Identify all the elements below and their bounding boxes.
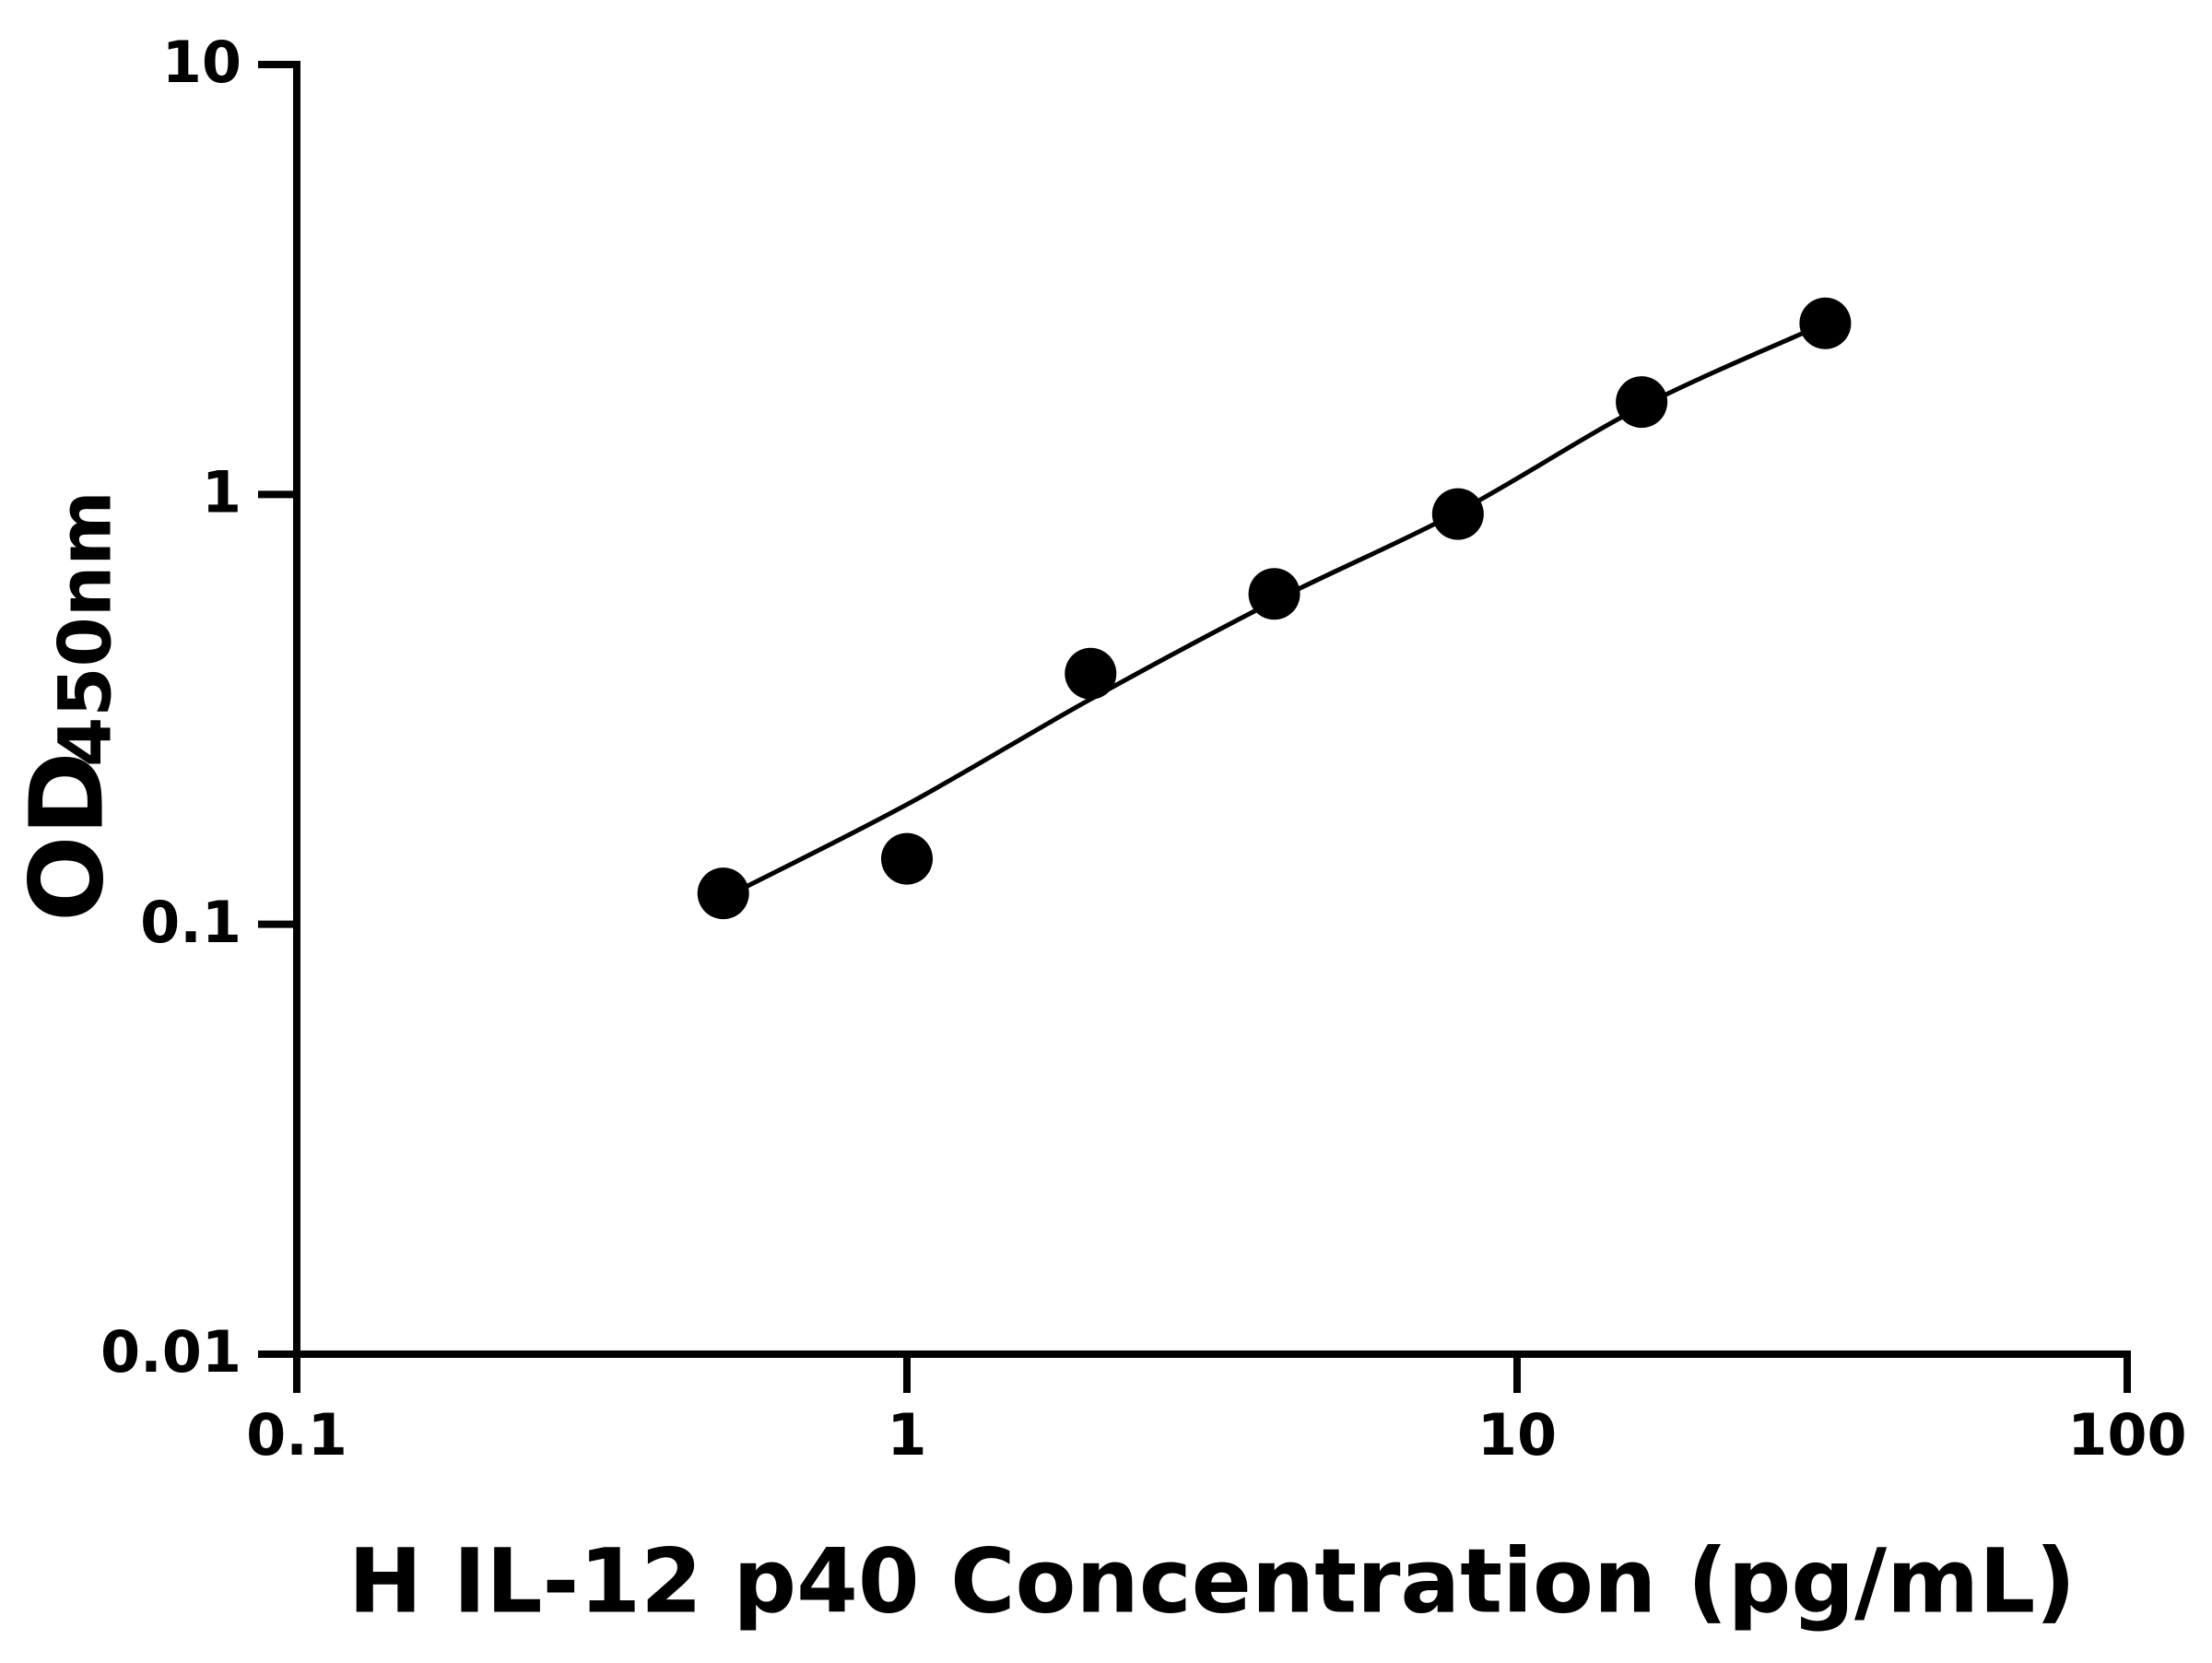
data-point	[1616, 376, 1668, 429]
x-tick-label: 10	[1477, 1401, 1557, 1468]
y-axis-title-subscript: 450nm	[44, 490, 127, 767]
x-tick-label: 0.1	[246, 1401, 347, 1468]
y-tick-label: 0.1	[140, 889, 241, 956]
y-tick-label: 0.01	[100, 1318, 241, 1386]
data-point	[881, 832, 933, 885]
x-tick-label: 100	[2067, 1401, 2186, 1468]
y-axis-title-group: OD 450nm	[7, 490, 127, 922]
x-axis-title: H IL-12 p40 Concentration (pg/mL)	[348, 1529, 2076, 1633]
x-tick-label: 1	[887, 1401, 926, 1468]
y-tick-label: 10	[162, 29, 241, 96]
y-tick-label: 1	[202, 458, 241, 525]
y-axis-title: OD	[7, 751, 125, 922]
data-point	[1065, 647, 1117, 700]
data-point	[1799, 297, 1852, 349]
data-point	[1431, 488, 1484, 540]
data-point	[1248, 568, 1300, 620]
data-point	[697, 867, 749, 920]
